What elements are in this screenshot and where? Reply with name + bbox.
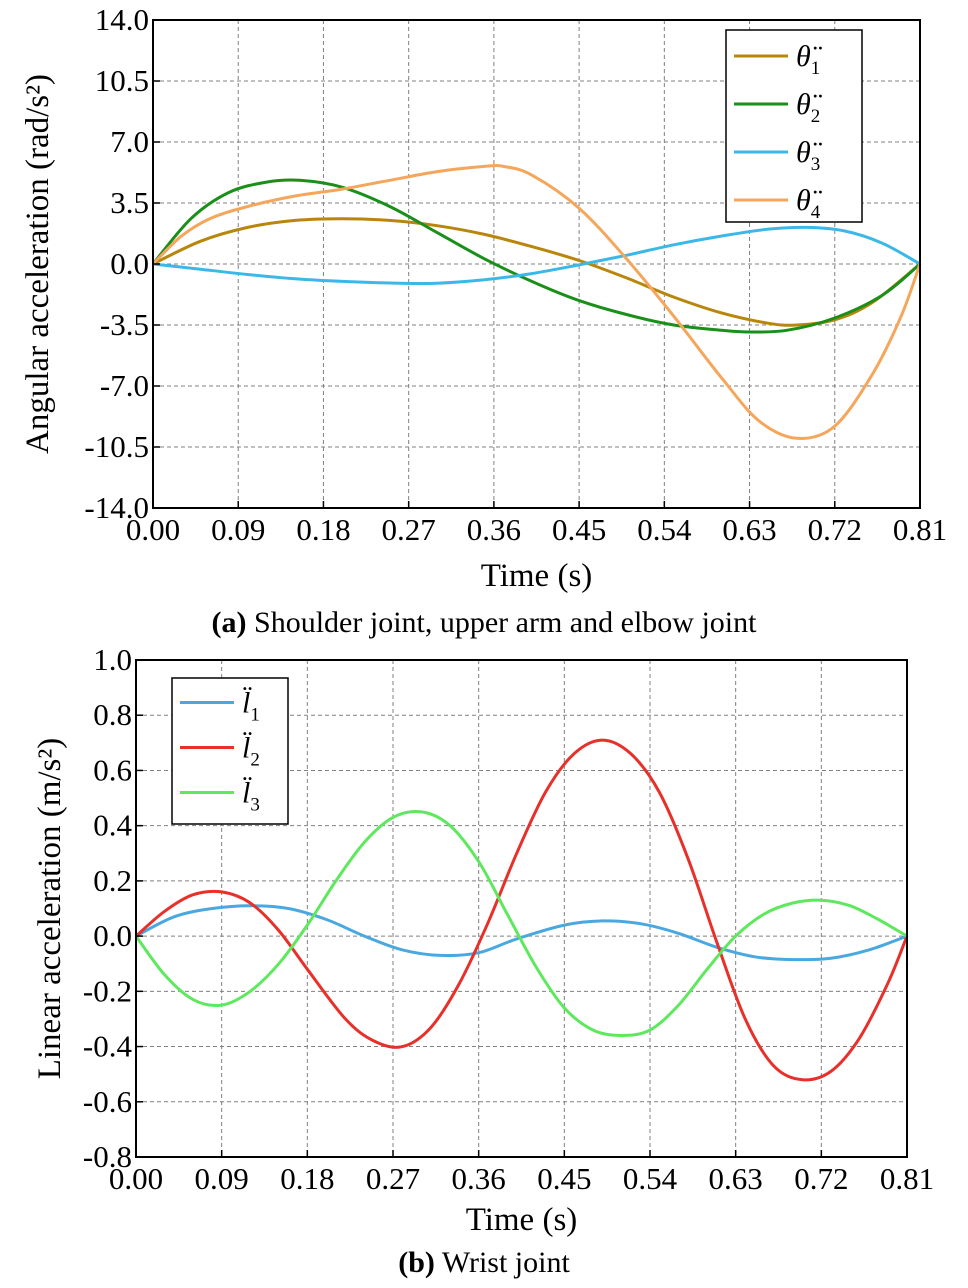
chart-b-ylabel: Linear acceleration (m/s²) bbox=[32, 738, 68, 1080]
chart-a-series-line-2 bbox=[151, 178, 921, 334]
chart-a-series-line-1 bbox=[152, 217, 921, 327]
chart-b-ytick-label: 0.0 bbox=[93, 918, 132, 953]
chart-b-legend: l̈1l̈2l̈3 bbox=[171, 677, 289, 825]
chart-a-xlabel: Time (s) bbox=[481, 558, 593, 594]
chart-b-legend-subscript: 1 bbox=[250, 705, 260, 726]
chart-b-ytick-label: -0.4 bbox=[83, 1029, 133, 1064]
chart-a-ytick-label: -14.0 bbox=[84, 490, 149, 525]
chart-a-legend-box bbox=[725, 29, 863, 223]
chart-b-legend-symbol: l̈ bbox=[242, 732, 252, 765]
chart-a-legend-subscript: 1 bbox=[811, 58, 821, 79]
chart-a-legend: θ̈1θ̈2θ̈3θ̈4 bbox=[725, 29, 863, 223]
chart-a-xtick-label: 0.63 bbox=[722, 512, 776, 547]
chart-b-series-line-2 bbox=[135, 738, 909, 1082]
chart-b-series bbox=[134, 738, 909, 1082]
chart-b-ticks: 0.00 0.09 0.18 0.27 0.36 0.45 0.54 0.63 0.72 0.81… bbox=[83, 642, 934, 1196]
chart-b-ytick-label: 1.0 bbox=[93, 642, 132, 677]
chart-a-xtick-label: 0.00 bbox=[126, 512, 180, 547]
chart-b-legend-label-2: l̈2 bbox=[242, 732, 260, 771]
chart-a-legend-subscript: 2 bbox=[811, 106, 821, 127]
chart-b-ytick-label: 0.8 bbox=[93, 697, 132, 732]
chart-a-ytick-label: 0.0 bbox=[110, 246, 149, 281]
chart-a-xtick-label: 0.18 bbox=[296, 512, 350, 547]
chart-b-frame bbox=[135, 659, 908, 1158]
chart-a-xtick-label: 0.81 bbox=[893, 512, 947, 547]
chart-b-xtick-label: 0.54 bbox=[623, 1161, 678, 1196]
chart-a-ylabel: Angular acceleration (rad/s²) bbox=[20, 74, 56, 454]
chart-a-xtick-label: 0.36 bbox=[467, 512, 521, 547]
chart-b-ytick-label: -0.2 bbox=[83, 973, 132, 1008]
chart-b-caption-text: Wrist joint bbox=[435, 1246, 571, 1279]
chart-a-series bbox=[151, 164, 922, 440]
chart-b-ytick-label: 0.4 bbox=[93, 808, 132, 843]
chart-b-legend-symbol: l̈ bbox=[242, 687, 252, 720]
chart-b-xtick-label: 0.72 bbox=[794, 1161, 848, 1196]
chart-b-xtick-label: 0.18 bbox=[280, 1161, 334, 1196]
chart-a-series-line-3 bbox=[152, 225, 921, 286]
chart-b-legend-label-3: l̈3 bbox=[242, 777, 260, 816]
chart-a-legend-subscript: 4 bbox=[811, 202, 821, 223]
chart-a-xtick-label: 0.54 bbox=[637, 512, 692, 547]
chart-a-ytick-label: 7.0 bbox=[110, 124, 149, 159]
chart-b-xtick-label: 0.00 bbox=[109, 1161, 163, 1196]
chart-a-ytick-label: 3.5 bbox=[110, 185, 149, 220]
chart-b-xtick-label: 0.63 bbox=[709, 1161, 763, 1196]
chart-a-ytick-label: -10.5 bbox=[84, 429, 149, 464]
chart-b-caption: (b) Wrist joint bbox=[398, 1246, 570, 1279]
chart-b-ytick-label: -0.6 bbox=[83, 1084, 132, 1119]
chart-a-xtick-label: 0.27 bbox=[382, 512, 436, 547]
chart-a-ticks: 0.00 0.09 0.18 0.27 0.36 0.45 0.54 0.63 0.72 0.81… bbox=[84, 2, 947, 547]
chart-a-xtick-label: 0.45 bbox=[552, 512, 606, 547]
chart-b-caption-label: (b) bbox=[398, 1246, 435, 1279]
chart-b-legend-box bbox=[171, 677, 289, 825]
chart-b-series-line-3 bbox=[134, 809, 908, 1037]
chart-a-ytick-label: -3.5 bbox=[100, 307, 149, 342]
chart-b: 0.00 0.09 0.18 0.27 0.36 0.45 0.54 0.63 0.72 0.81… bbox=[32, 642, 934, 1279]
chart-b-xtick-label: 0.45 bbox=[537, 1161, 591, 1196]
chart-b-xtick-label: 0.09 bbox=[195, 1161, 249, 1196]
chart-b-legend-label-1: l̈1 bbox=[242, 687, 260, 726]
chart-b-ytick-label: 0.6 bbox=[93, 752, 132, 787]
chart-b-series-line-1 bbox=[135, 904, 908, 962]
chart-a-ytick-label: -7.0 bbox=[100, 368, 149, 403]
chart-b-legend-subscript: 3 bbox=[250, 795, 260, 816]
chart-b-xlabel: Time (s) bbox=[466, 1202, 578, 1238]
chart-b-ytick-label: 0.2 bbox=[93, 863, 132, 898]
chart-a-caption-text: Shoulder joint, upper arm and elbow join… bbox=[247, 606, 758, 639]
chart-b-legend-symbol: l̈ bbox=[242, 777, 252, 810]
chart-a-series-line-4 bbox=[151, 164, 922, 440]
chart-a-caption: (a) Shoulder joint, upper arm and elbow … bbox=[212, 606, 758, 639]
chart-a-ytick-label: 14.0 bbox=[95, 2, 149, 37]
chart-a-ytick-label: 10.5 bbox=[95, 63, 149, 98]
chart-a-xtick-label: 0.72 bbox=[808, 512, 862, 547]
chart-b-legend-subscript: 2 bbox=[250, 750, 260, 771]
chart-b-xtick-label: 0.27 bbox=[366, 1161, 420, 1196]
chart-a-xtick-label: 0.09 bbox=[211, 512, 265, 547]
chart-b-ytick-label: -0.8 bbox=[83, 1139, 132, 1174]
chart-a-legend-subscript: 3 bbox=[811, 154, 821, 175]
chart-b-xtick-label: 0.81 bbox=[880, 1161, 934, 1196]
chart-a: 0.00 0.09 0.18 0.27 0.36 0.45 0.54 0.63 0.72 0.81… bbox=[20, 2, 947, 639]
chart-b-xtick-label: 0.36 bbox=[452, 1161, 506, 1196]
chart-a-caption-label: (a) bbox=[212, 606, 247, 639]
